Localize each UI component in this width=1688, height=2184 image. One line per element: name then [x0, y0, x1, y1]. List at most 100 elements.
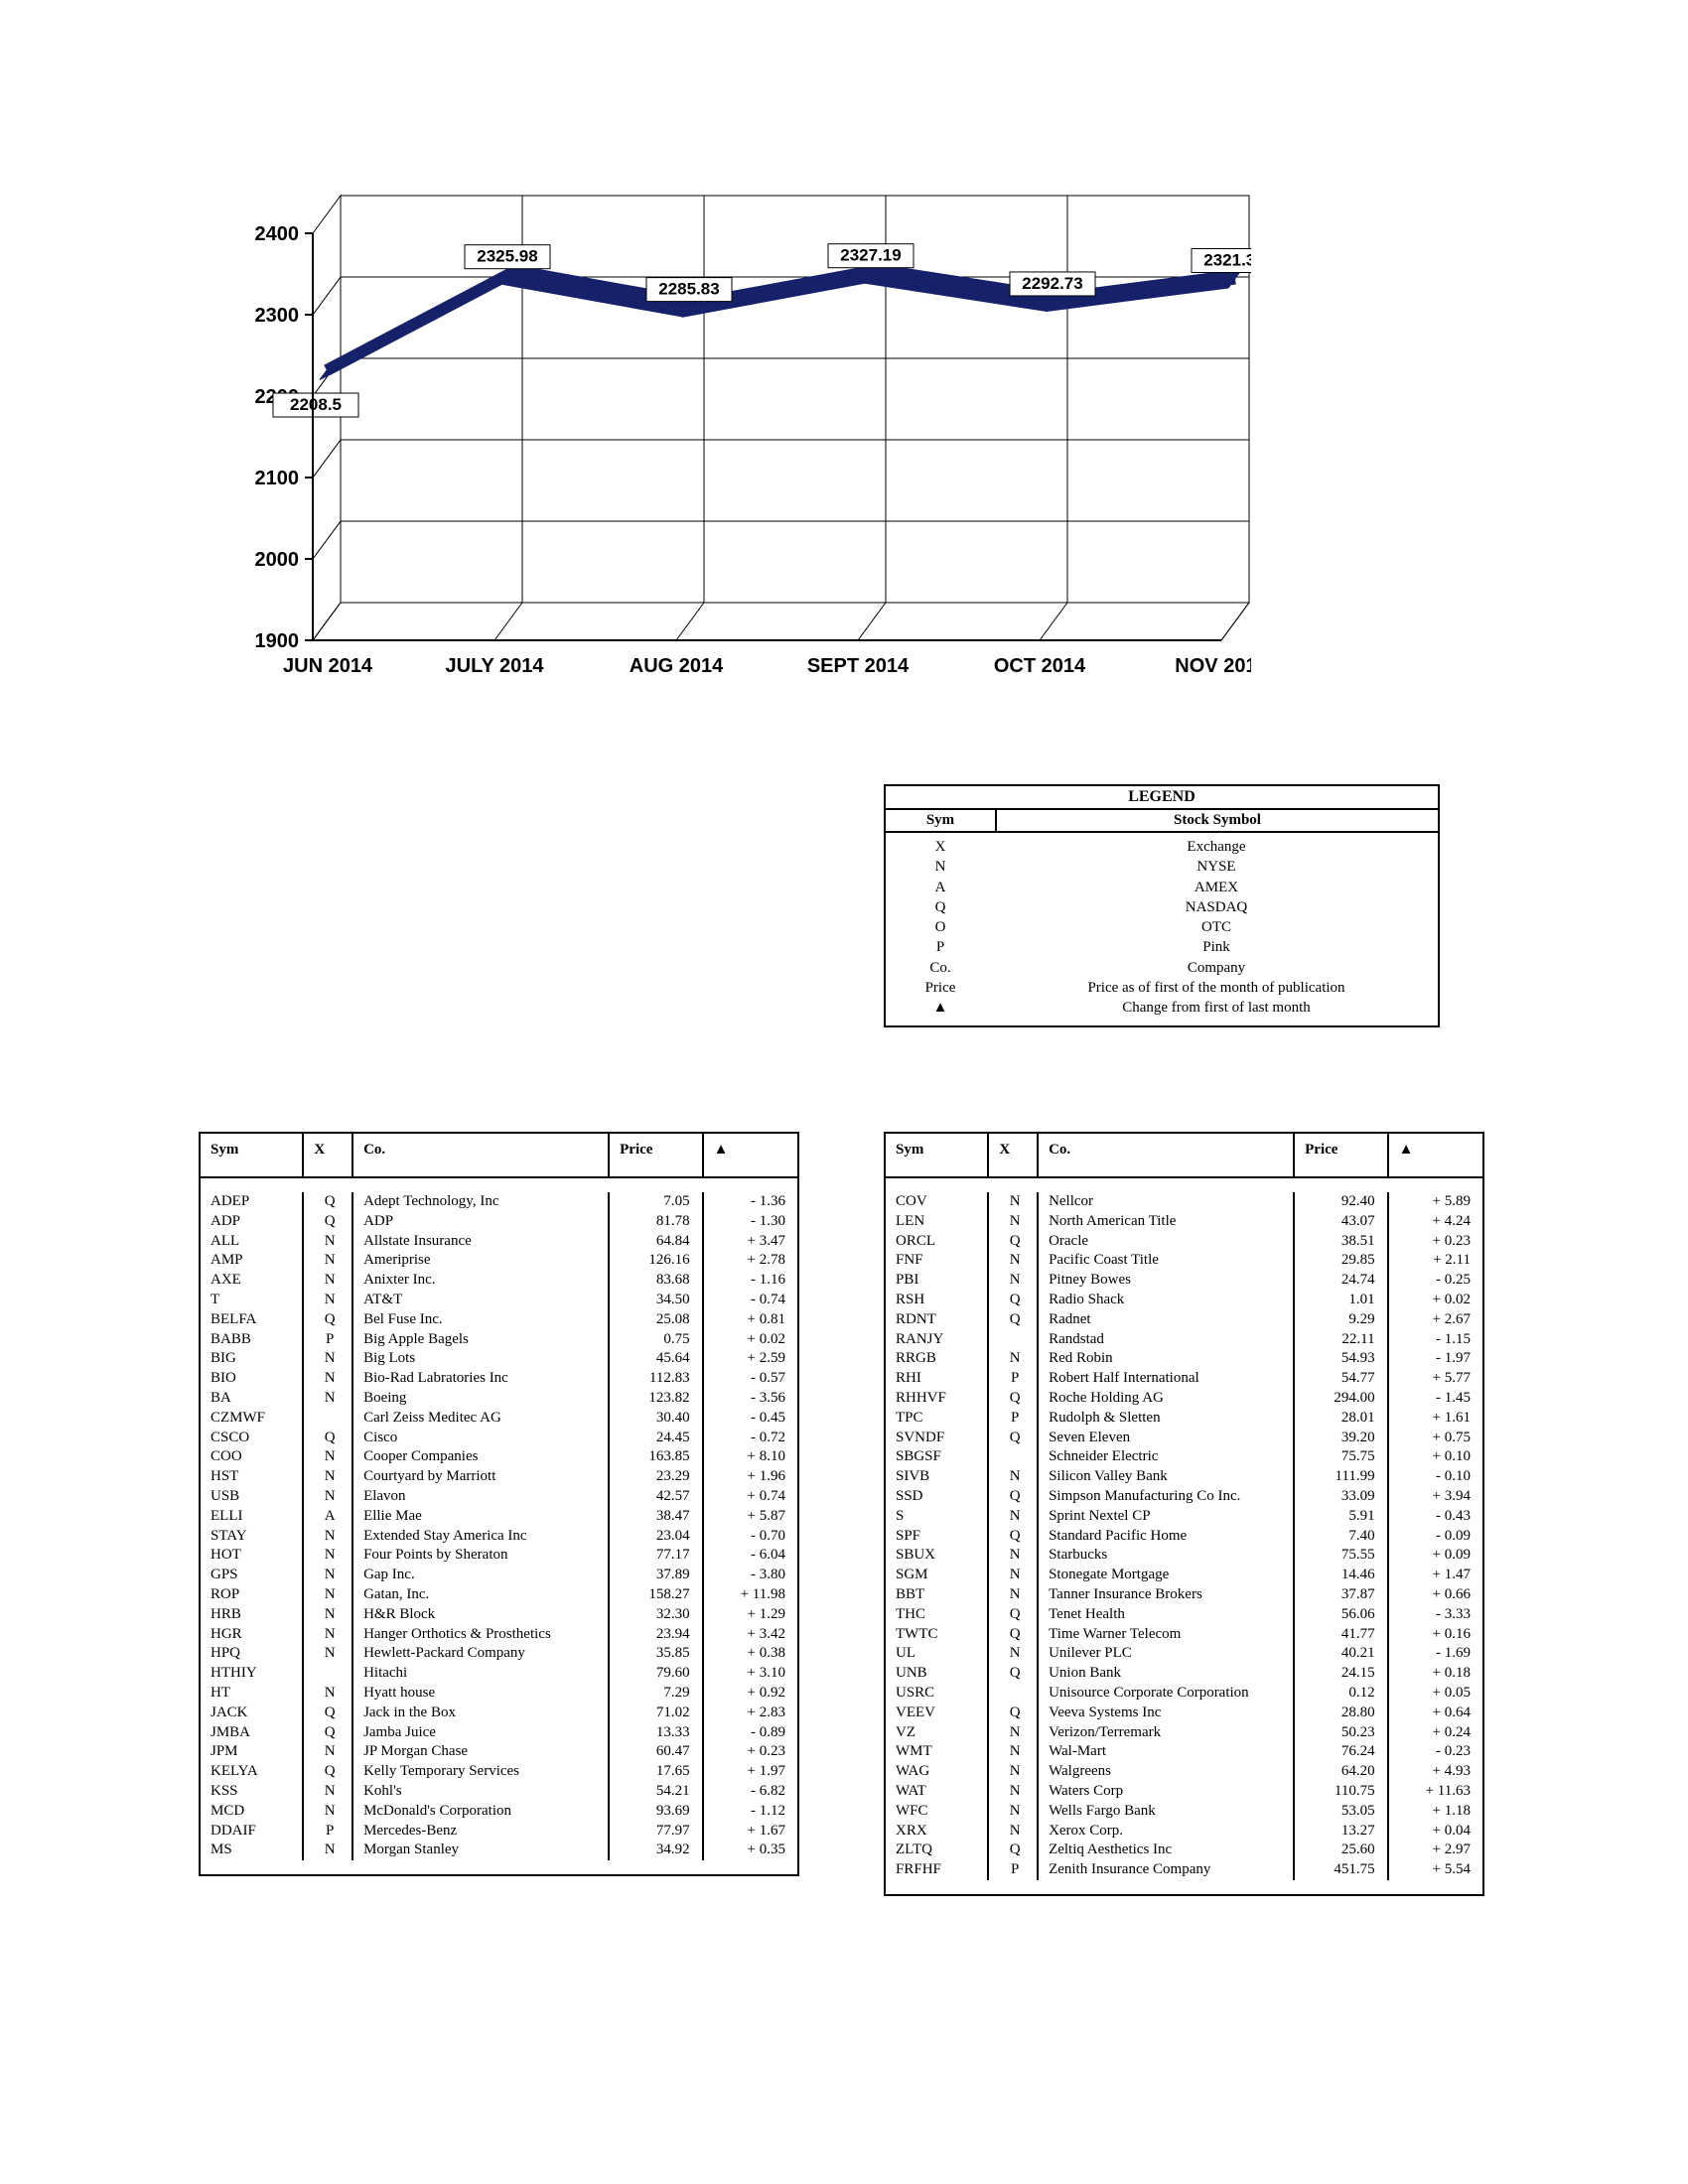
- legend-row-desc: Price as of first of the month of public…: [995, 978, 1438, 998]
- table-row: ELLIAEllie Mae38.47+ 5.87: [201, 1507, 797, 1527]
- cell-price: 7.40: [1295, 1527, 1388, 1547]
- cell-x: N: [989, 1762, 1039, 1782]
- table-row: SSDQSimpson Manufacturing Co Inc.33.09+ …: [886, 1487, 1482, 1507]
- cell-sym: USRC: [886, 1684, 989, 1704]
- cell-delta: - 0.23: [1389, 1742, 1482, 1762]
- cell-delta: + 0.18: [1389, 1664, 1482, 1684]
- cell-price: 0.12: [1295, 1684, 1388, 1704]
- cell-sym: VEEV: [886, 1704, 989, 1723]
- svg-text:2325.98: 2325.98: [477, 247, 537, 266]
- cell-sym: BIG: [201, 1349, 304, 1369]
- cell-x: N: [989, 1742, 1039, 1762]
- cell-co: Silicon Valley Bank: [1039, 1467, 1295, 1487]
- cell-delta: - 1.15: [1389, 1330, 1482, 1350]
- x-tick-label: AUG 2014: [630, 655, 724, 677]
- cell-x: A: [304, 1507, 353, 1527]
- table-row: ALLNAllstate Insurance64.84+ 3.47: [201, 1232, 797, 1252]
- legend-row-desc: Pink: [995, 937, 1438, 957]
- legend-row-sym: Price: [886, 978, 995, 998]
- cell-sym: FNF: [886, 1251, 989, 1271]
- cell-co: Wells Fargo Bank: [1039, 1802, 1295, 1822]
- table-row: UNBQUnion Bank24.15+ 0.18: [886, 1664, 1482, 1684]
- cell-x: [989, 1684, 1039, 1704]
- cell-price: 17.65: [610, 1762, 703, 1782]
- cell-price: 13.27: [1295, 1822, 1388, 1842]
- cell-x: P: [304, 1822, 353, 1842]
- cell-co: Wal-Mart: [1039, 1742, 1295, 1762]
- table-row: SGMNStonegate Mortgage14.46+ 1.47: [886, 1566, 1482, 1585]
- cell-sym: T: [201, 1291, 304, 1310]
- cell-price: 24.15: [1295, 1664, 1388, 1684]
- cell-delta: + 5.87: [704, 1507, 797, 1527]
- cell-sym: SSD: [886, 1487, 989, 1507]
- legend-body: XNAQOPCo.Price▲ ExchangeNYSEAMEXNASDAQOT…: [886, 833, 1438, 1025]
- cell-sym: HT: [201, 1684, 304, 1704]
- cell-co: Hanger Orthotics & Prosthetics: [353, 1625, 610, 1645]
- cell-delta: + 0.74: [704, 1487, 797, 1507]
- cell-x: Q: [989, 1310, 1039, 1330]
- cell-sym: CSCO: [201, 1429, 304, 1448]
- cell-co: Jack in the Box: [353, 1704, 610, 1723]
- cell-x: N: [304, 1841, 353, 1860]
- y-tick-label: 2100: [255, 468, 300, 489]
- cell-price: 75.75: [1295, 1447, 1388, 1467]
- cell-x: N: [304, 1389, 353, 1409]
- cell-delta: + 0.75: [1389, 1429, 1482, 1448]
- cell-price: 64.84: [610, 1232, 703, 1252]
- cell-x: N: [304, 1625, 353, 1645]
- cell-price: 39.20: [1295, 1429, 1388, 1448]
- legend-row-sym: O: [886, 917, 995, 937]
- cell-co: Walgreens: [1039, 1762, 1295, 1782]
- stock-table-left: Sym X Co. Price ▲ ADEPQAdept Technology,…: [199, 1132, 799, 1876]
- cell-sym: LEN: [886, 1212, 989, 1232]
- cell-sym: SGM: [886, 1566, 989, 1585]
- cell-co: Veeva Systems Inc: [1039, 1704, 1295, 1723]
- cell-sym: RDNT: [886, 1310, 989, 1330]
- cell-co: Oracle: [1039, 1232, 1295, 1252]
- table-row: JMBAQJamba Juice13.33- 0.89: [201, 1723, 797, 1743]
- cell-co: Bio-Rad Labratories Inc: [353, 1369, 610, 1389]
- cell-co: Simpson Manufacturing Co Inc.: [1039, 1487, 1295, 1507]
- cell-price: 14.46: [1295, 1566, 1388, 1585]
- cell-sym: TWTC: [886, 1625, 989, 1645]
- cell-price: 33.09: [1295, 1487, 1388, 1507]
- cell-delta: - 6.04: [704, 1546, 797, 1566]
- cell-price: 112.83: [610, 1369, 703, 1389]
- cell-sym: ADP: [201, 1212, 304, 1232]
- legend-row-sym: X: [886, 837, 995, 857]
- cell-price: 28.01: [1295, 1409, 1388, 1429]
- cell-sym: AMP: [201, 1251, 304, 1271]
- cell-x: Q: [989, 1841, 1039, 1860]
- cell-price: 25.08: [610, 1310, 703, 1330]
- cell-delta: + 0.24: [1389, 1723, 1482, 1743]
- cell-sym: PBI: [886, 1271, 989, 1291]
- stock-table-right: Sym X Co. Price ▲ COVNNellcor92.40+ 5.89…: [884, 1132, 1484, 1896]
- cell-co: Gatan, Inc.: [353, 1585, 610, 1605]
- chart-value-label: 2325.98: [465, 245, 550, 269]
- cell-x: Q: [989, 1487, 1039, 1507]
- cell-co: AT&T: [353, 1291, 610, 1310]
- cell-sym: USB: [201, 1487, 304, 1507]
- cell-x: N: [304, 1251, 353, 1271]
- legend-row-sym: A: [886, 878, 995, 897]
- table-row: JACKQJack in the Box71.02+ 2.83: [201, 1704, 797, 1723]
- table-row: MSNMorgan Stanley34.92+ 0.35: [201, 1841, 797, 1860]
- chart-value-label: 2292.73: [1010, 272, 1095, 296]
- cell-sym: SPF: [886, 1527, 989, 1547]
- cell-sym: COO: [201, 1447, 304, 1467]
- legend-row-desc: Exchange: [995, 837, 1438, 857]
- cell-co: Sprint Nextel CP: [1039, 1507, 1295, 1527]
- cell-delta: + 5.77: [1389, 1369, 1482, 1389]
- cell-price: 42.57: [610, 1487, 703, 1507]
- cell-co: Radio Shack: [1039, 1291, 1295, 1310]
- cell-x: Q: [304, 1762, 353, 1782]
- table-row: ULNUnilever PLC40.21- 1.69: [886, 1644, 1482, 1664]
- legend-header-sym: Sym: [886, 810, 997, 831]
- cell-delta: + 0.35: [704, 1841, 797, 1860]
- table-header: Sym X Co. Price ▲: [886, 1134, 1482, 1178]
- cell-delta: + 1.47: [1389, 1566, 1482, 1585]
- cell-delta: + 8.10: [704, 1447, 797, 1467]
- cell-price: 126.16: [610, 1251, 703, 1271]
- cell-delta: - 6.82: [704, 1782, 797, 1802]
- cell-delta: - 1.69: [1389, 1644, 1482, 1664]
